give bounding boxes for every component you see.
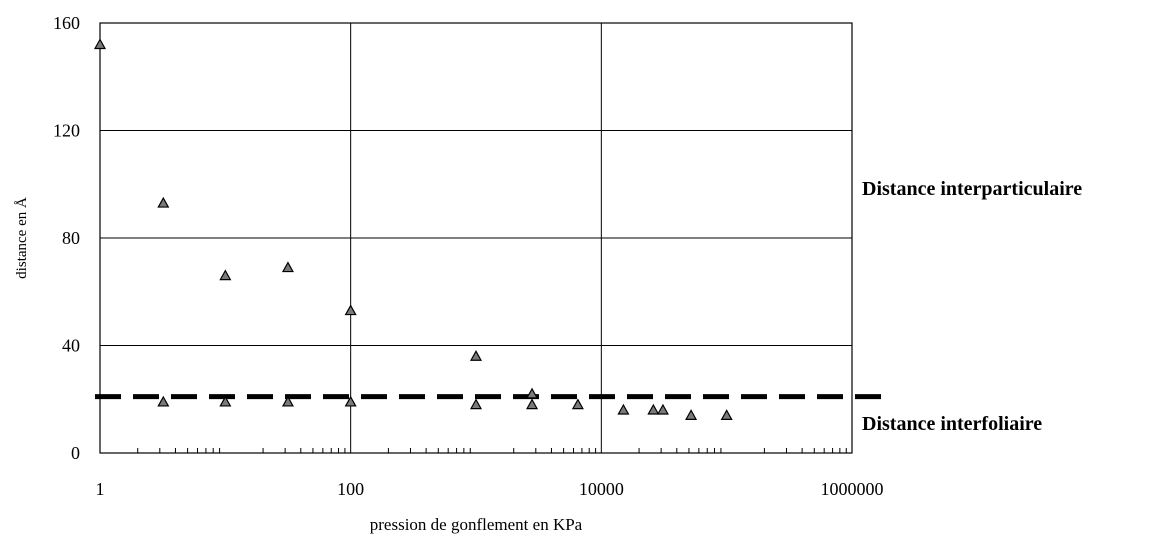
x-tick-label: 1000000 (821, 479, 884, 499)
y-tick-label: 80 (62, 228, 80, 248)
data-point (571, 398, 584, 410)
data-point (344, 395, 357, 407)
x-tick-labels: 1 100 10000 1000000 (96, 479, 884, 499)
annotation-interparticulaire: Distance interparticulaire (862, 178, 1083, 200)
data-point (281, 261, 294, 273)
data-point (344, 304, 357, 316)
data-point (157, 395, 170, 407)
y-tick-label: 160 (53, 13, 80, 33)
x-axis-label: pression de gonflement en KPa (370, 515, 583, 534)
data-point (526, 387, 539, 399)
data-point (526, 398, 539, 410)
data-point (720, 409, 733, 420)
data-point (157, 196, 170, 208)
data-point (656, 403, 669, 415)
data-point (281, 395, 294, 407)
data-points (93, 38, 733, 420)
x-tick-label: 100 (337, 479, 364, 499)
data-point (469, 350, 483, 361)
y-tick-label: 0 (71, 443, 80, 463)
data-point (617, 403, 630, 415)
y-tick-label: 120 (53, 121, 80, 141)
grid (99, 22, 853, 454)
data-point (685, 409, 698, 420)
x-tick-label: 1 (96, 479, 105, 499)
data-point (219, 269, 232, 281)
data-point (647, 403, 660, 415)
plot-frame (99, 22, 853, 454)
y-tick-label: 40 (62, 336, 80, 356)
data-point (219, 395, 232, 407)
x-minor-ticks (137, 448, 847, 453)
data-point (93, 38, 107, 50)
annotation-interfoliaire: Distance interfoliaire (862, 413, 1043, 435)
y-axis-label: distance en Å (14, 197, 30, 279)
y-tick-labels: 0 40 80 120 160 (53, 13, 80, 463)
x-tick-label: 10000 (579, 479, 624, 499)
data-point (469, 398, 483, 410)
